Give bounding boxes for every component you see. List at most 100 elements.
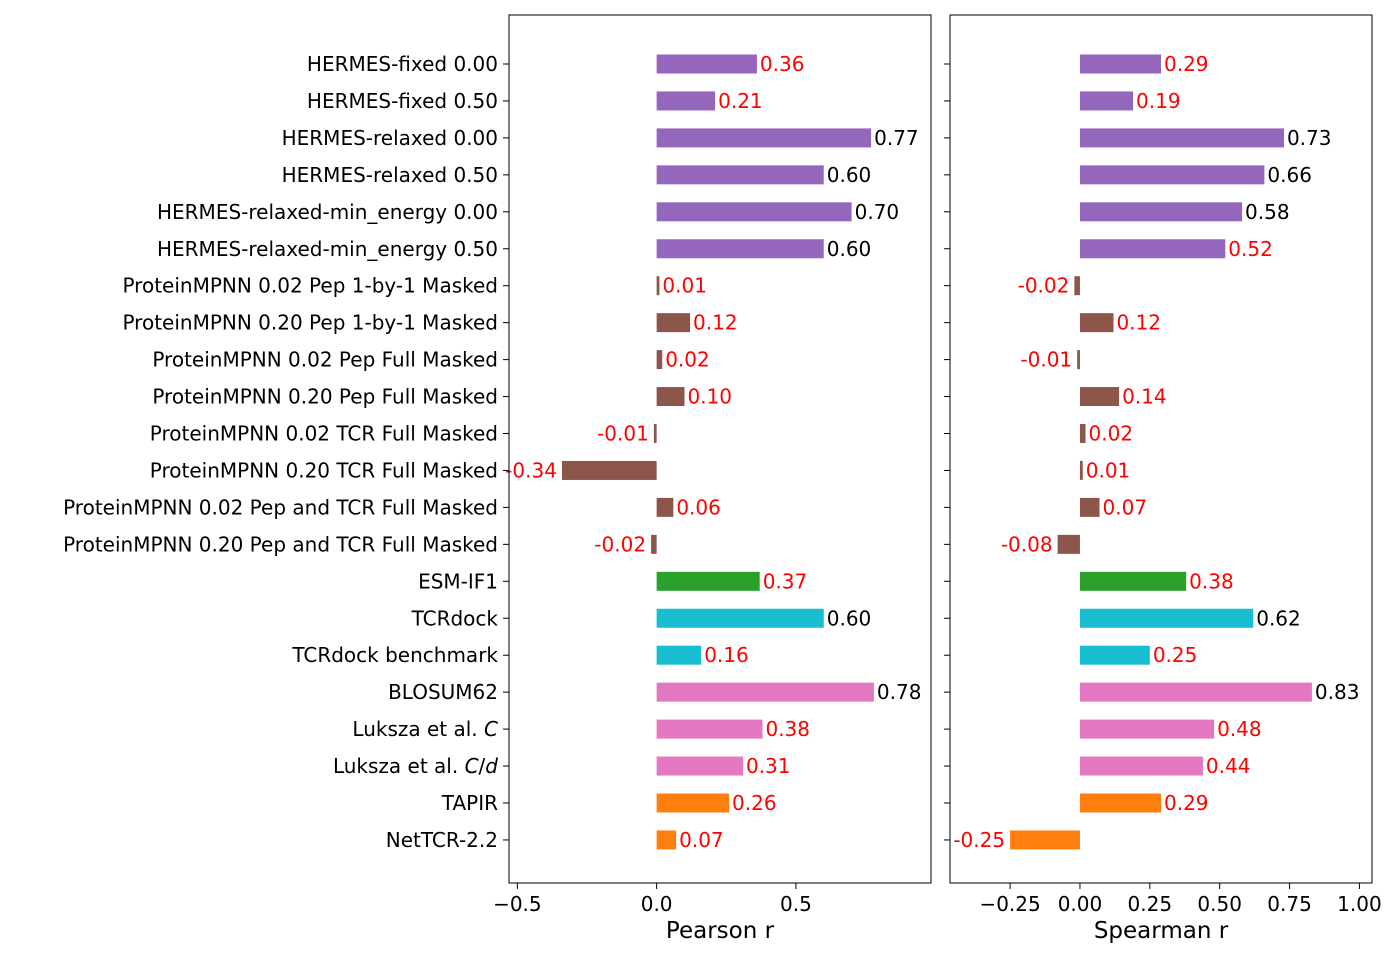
bar xyxy=(1079,460,1083,480)
bar xyxy=(656,202,852,222)
value-label: 0.44 xyxy=(1206,754,1251,778)
bar xyxy=(656,313,691,333)
value-label: 0.62 xyxy=(1256,606,1301,630)
value-label: -0.02 xyxy=(1018,274,1070,298)
x-tick-label: −0.5 xyxy=(493,892,542,916)
value-label: 0.36 xyxy=(760,52,805,76)
bar xyxy=(656,350,663,370)
value-label: 0.21 xyxy=(718,89,763,113)
category-label: ProteinMPNN 0.02 Pep and TCR Full Masked xyxy=(63,495,498,519)
value-label: 0.07 xyxy=(679,828,724,852)
bar xyxy=(1077,350,1080,370)
category-label: TAPIR xyxy=(441,791,498,815)
value-label: 0.78 xyxy=(877,680,922,704)
value-label: 0.37 xyxy=(763,569,808,593)
value-label: 0.01 xyxy=(1086,458,1131,482)
bar xyxy=(1079,239,1226,259)
x-axis-title: Pearson r xyxy=(666,918,775,944)
bar xyxy=(1079,571,1187,591)
bar xyxy=(656,830,677,850)
bar xyxy=(1079,91,1134,111)
bar xyxy=(653,424,657,443)
bar xyxy=(1057,534,1080,554)
value-label: 0.60 xyxy=(827,606,872,630)
category-label: HERMES-relaxed-min_energy 0.50 xyxy=(157,237,498,261)
bar xyxy=(656,645,702,665)
value-label: 0.52 xyxy=(1228,237,1273,261)
value-label: -0.34 xyxy=(505,458,557,482)
bar xyxy=(1079,313,1114,333)
value-label: 0.70 xyxy=(855,200,900,224)
category-label: HERMES-relaxed 0.50 xyxy=(282,163,498,187)
panel-frame xyxy=(949,14,1373,884)
bar xyxy=(1079,165,1265,185)
bar xyxy=(656,165,824,185)
bar xyxy=(1079,387,1120,407)
value-label: 0.07 xyxy=(1103,495,1148,519)
x-tick-label: −0.25 xyxy=(979,892,1040,916)
bar xyxy=(656,571,760,591)
bar xyxy=(1079,424,1086,443)
bar xyxy=(1079,719,1215,739)
bar xyxy=(1079,793,1161,813)
value-label: 0.60 xyxy=(827,163,872,187)
bar xyxy=(1079,54,1161,74)
category-label: NetTCR-2.2 xyxy=(386,828,498,852)
value-label: 0.02 xyxy=(665,348,710,372)
x-tick-label: 0.5 xyxy=(780,892,812,916)
category-label: ProteinMPNN 0.20 TCR Full Masked xyxy=(150,458,498,482)
x-tick-label: 1.00 xyxy=(1337,892,1382,916)
x-tick-label: 0.0 xyxy=(641,892,673,916)
bar xyxy=(656,793,730,813)
value-label: 0.31 xyxy=(746,754,791,778)
bar xyxy=(656,387,685,407)
value-label: 0.10 xyxy=(687,385,732,409)
bar xyxy=(1079,202,1243,222)
category-label: ProteinMPNN 0.20 Pep 1-by-1 Masked xyxy=(122,311,498,335)
value-label: 0.14 xyxy=(1122,385,1167,409)
category-label: HERMES-relaxed 0.00 xyxy=(282,126,498,150)
value-label: -0.01 xyxy=(1020,348,1072,372)
bar xyxy=(1010,830,1080,850)
value-label: 0.48 xyxy=(1217,717,1262,741)
bar xyxy=(1079,497,1100,517)
bar xyxy=(656,756,743,776)
value-label: 0.06 xyxy=(676,495,721,519)
value-label: 0.38 xyxy=(765,717,810,741)
category-label: Luksza et al. C/d xyxy=(333,754,498,778)
category-label: ProteinMPNN 0.20 Pep and TCR Full Masked xyxy=(63,532,498,556)
value-label: 0.25 xyxy=(1153,643,1198,667)
category-label: TCRdock benchmark xyxy=(291,643,498,667)
panel-frame xyxy=(508,14,932,884)
bar xyxy=(651,534,657,554)
value-label: -0.25 xyxy=(953,828,1005,852)
bar xyxy=(1079,756,1203,776)
value-label: 0.77 xyxy=(874,126,919,150)
value-label: 0.01 xyxy=(662,274,707,298)
value-label: -0.01 xyxy=(597,422,649,446)
value-label: 0.60 xyxy=(827,237,872,261)
bar xyxy=(656,239,824,259)
panel-1: 0.360.210.770.600.700.600.010.120.020.10… xyxy=(493,14,932,944)
category-label: ESM-IF1 xyxy=(418,569,498,593)
category-label: HERMES-fixed 0.00 xyxy=(307,52,498,76)
category-label: ProteinMPNN 0.02 Pep 1-by-1 Masked xyxy=(122,274,498,298)
panel-2: 0.29 0.19 0.73 0.66 0.58 0.52 -0.02 0.12 -0.01 0.… xyxy=(944,14,1382,944)
value-label: 0.12 xyxy=(693,311,738,335)
category-label: ProteinMPNN 0.02 TCR Full Masked xyxy=(150,422,498,446)
value-label: 0.29 xyxy=(1164,791,1209,815)
bar xyxy=(656,54,757,74)
x-axis-title: Spearman r xyxy=(1094,918,1229,944)
category-label: TCRdock xyxy=(411,606,499,630)
value-label: 0.16 xyxy=(704,643,749,667)
value-label: -0.08 xyxy=(1001,532,1053,556)
bar xyxy=(1079,128,1284,148)
bar xyxy=(1079,682,1312,702)
bar xyxy=(656,608,824,628)
value-label: 0.66 xyxy=(1267,163,1312,187)
x-tick-label: 0.75 xyxy=(1267,892,1312,916)
category-label: HERMES-fixed 0.50 xyxy=(307,89,498,113)
value-label: 0.83 xyxy=(1315,680,1360,704)
bar xyxy=(1079,645,1150,665)
